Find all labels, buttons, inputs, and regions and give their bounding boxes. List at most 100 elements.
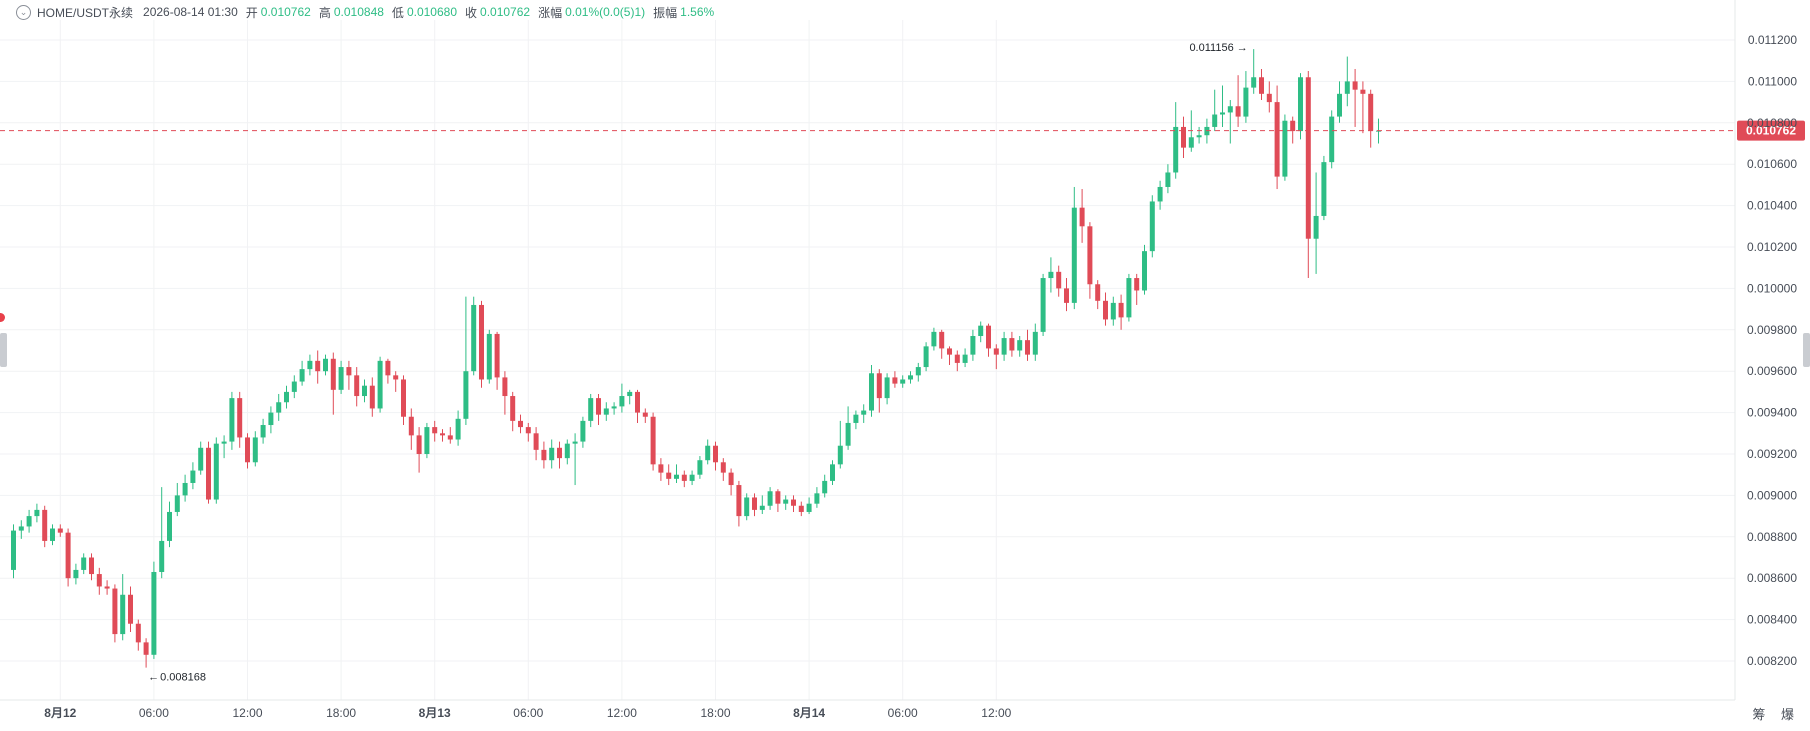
candle-up <box>830 460 835 486</box>
candle-down <box>1305 71 1311 279</box>
alert-dot-icon[interactable] <box>0 313 5 322</box>
left-drawer-handle[interactable] <box>0 333 7 367</box>
candle-down <box>315 350 321 384</box>
candle-down <box>1368 89 1374 148</box>
candle-down <box>128 586 133 633</box>
arrow-left-icon: ← <box>148 672 159 684</box>
candle-body <box>1056 271 1062 289</box>
candle-body <box>752 497 757 510</box>
candle-body <box>993 348 999 355</box>
candle-down <box>1259 68 1264 101</box>
candle-down <box>385 358 391 384</box>
candle-body <box>674 474 679 479</box>
candle-up <box>869 364 874 417</box>
candle-down <box>1064 278 1069 312</box>
candle-body <box>401 379 406 417</box>
candle-body <box>533 433 539 450</box>
candle-body <box>611 406 617 409</box>
candle-up <box>1321 155 1327 221</box>
candle-up <box>34 503 40 523</box>
candle-up <box>1001 331 1007 361</box>
candle-up <box>978 321 984 343</box>
candle-body <box>1173 126 1179 173</box>
candle-body <box>783 499 789 504</box>
y-tick-label: 0.010200 <box>1747 240 1797 254</box>
ohlc-legend: ⌄ HOME/USDT永续 2026-08-14 01:30 开 0.01076… <box>16 2 722 22</box>
candle-body <box>900 379 906 384</box>
candle-body <box>876 373 882 399</box>
candle-body <box>1087 226 1093 285</box>
candle-body <box>861 410 867 415</box>
candle-up <box>50 524 55 546</box>
candle-down <box>596 393 601 426</box>
x-tick-label: 18:00 <box>700 706 730 720</box>
candle-up <box>424 422 430 459</box>
candle-body <box>159 540 165 572</box>
candle-body <box>759 505 765 510</box>
candle-down <box>369 377 375 417</box>
x-tick-label: 12:00 <box>607 706 637 720</box>
candle-up <box>580 416 586 448</box>
candle-body <box>580 420 586 442</box>
candle-up <box>1243 71 1249 123</box>
candle-body <box>798 505 804 512</box>
high-value: 0.010848 <box>333 5 384 19</box>
grid-lines <box>0 0 1736 701</box>
time-axis: 8月12 06:00 12:00 18:00 8月13 06:00 12:00 18:00 8月… <box>44 706 1011 720</box>
candle-body <box>315 360 321 372</box>
amplitude-value: 1.56% <box>680 5 715 19</box>
candle-up <box>455 410 461 446</box>
y-tick-label: 0.008200 <box>1747 654 1797 668</box>
candle-body <box>666 472 672 479</box>
symbol-name[interactable]: HOME/USDT永续 <box>37 5 134 20</box>
candle-body <box>1235 106 1241 117</box>
chip-liquidation-tabs[interactable]: 筹 爆 <box>1752 707 1800 722</box>
candle-body <box>1118 302 1124 318</box>
candle-body <box>494 333 500 378</box>
candle-up <box>970 329 976 361</box>
candle-up <box>260 418 266 444</box>
candle-body <box>728 472 734 486</box>
candle-body <box>432 427 438 434</box>
candle-body <box>18 526 24 531</box>
candle-body <box>143 642 149 655</box>
last-price-label: 0.010762 <box>1746 124 1796 138</box>
candle-up <box>198 441 204 475</box>
candle-body <box>853 414 859 423</box>
candle-up <box>806 497 812 515</box>
candle-body <box>635 391 640 413</box>
candle-up <box>549 439 555 469</box>
right-drawer-handle[interactable] <box>1803 333 1810 367</box>
candle-body <box>1220 112 1225 115</box>
candle-up <box>1165 164 1171 194</box>
candle-body <box>1196 135 1202 138</box>
candle-body <box>596 398 601 415</box>
x-tick-label: 06:00 <box>139 706 169 720</box>
candle-up <box>1017 336 1023 357</box>
chevron-down-circle-icon[interactable]: ⌄ <box>16 4 31 20</box>
candle-down <box>1360 81 1366 134</box>
candle-body <box>424 427 430 454</box>
candle-body <box>1188 137 1194 148</box>
candle-down <box>650 412 656 471</box>
candle-up <box>1142 244 1147 295</box>
candle-body <box>416 435 422 454</box>
candle-up <box>783 495 789 510</box>
candle-body <box>549 447 555 461</box>
candle-down <box>557 441 562 469</box>
candle-down <box>947 346 952 365</box>
candle-body <box>713 445 718 463</box>
candle-down <box>720 458 726 481</box>
candle-body <box>1352 81 1358 90</box>
candle-body <box>1282 120 1288 177</box>
candle-down <box>533 427 539 461</box>
candle-body <box>276 402 282 413</box>
candle-up <box>845 406 851 450</box>
y-tick-label: 0.010600 <box>1747 157 1797 171</box>
candle-body <box>346 367 352 376</box>
candle-body <box>962 354 968 363</box>
candle-down <box>642 408 648 423</box>
last-price-badge <box>1737 120 1805 141</box>
